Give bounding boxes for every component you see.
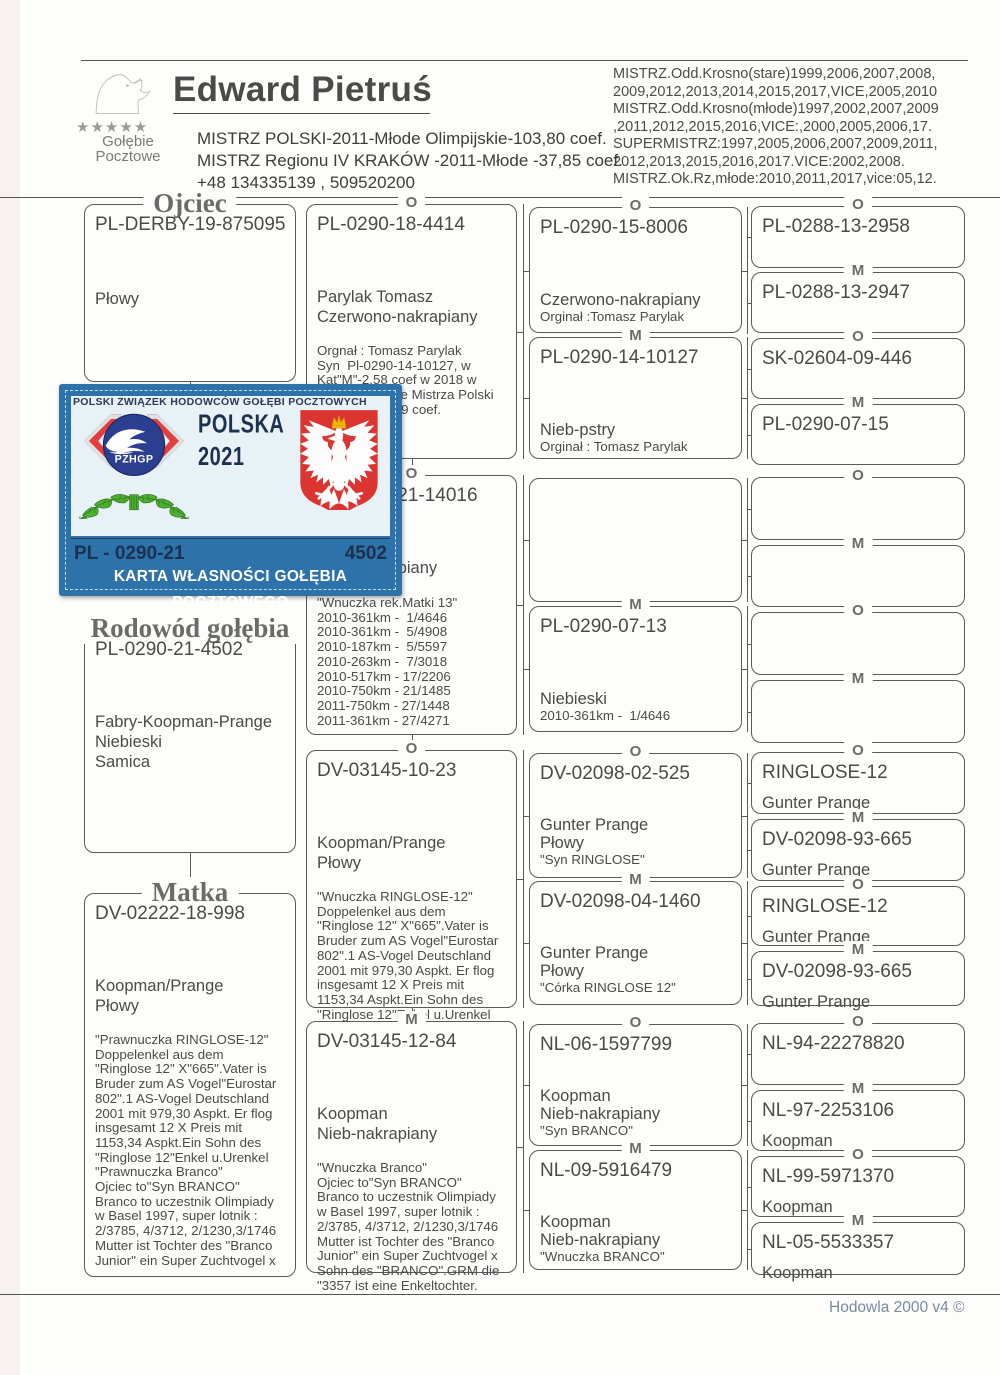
svg-text:PZHGP: PZHGP (115, 453, 154, 465)
